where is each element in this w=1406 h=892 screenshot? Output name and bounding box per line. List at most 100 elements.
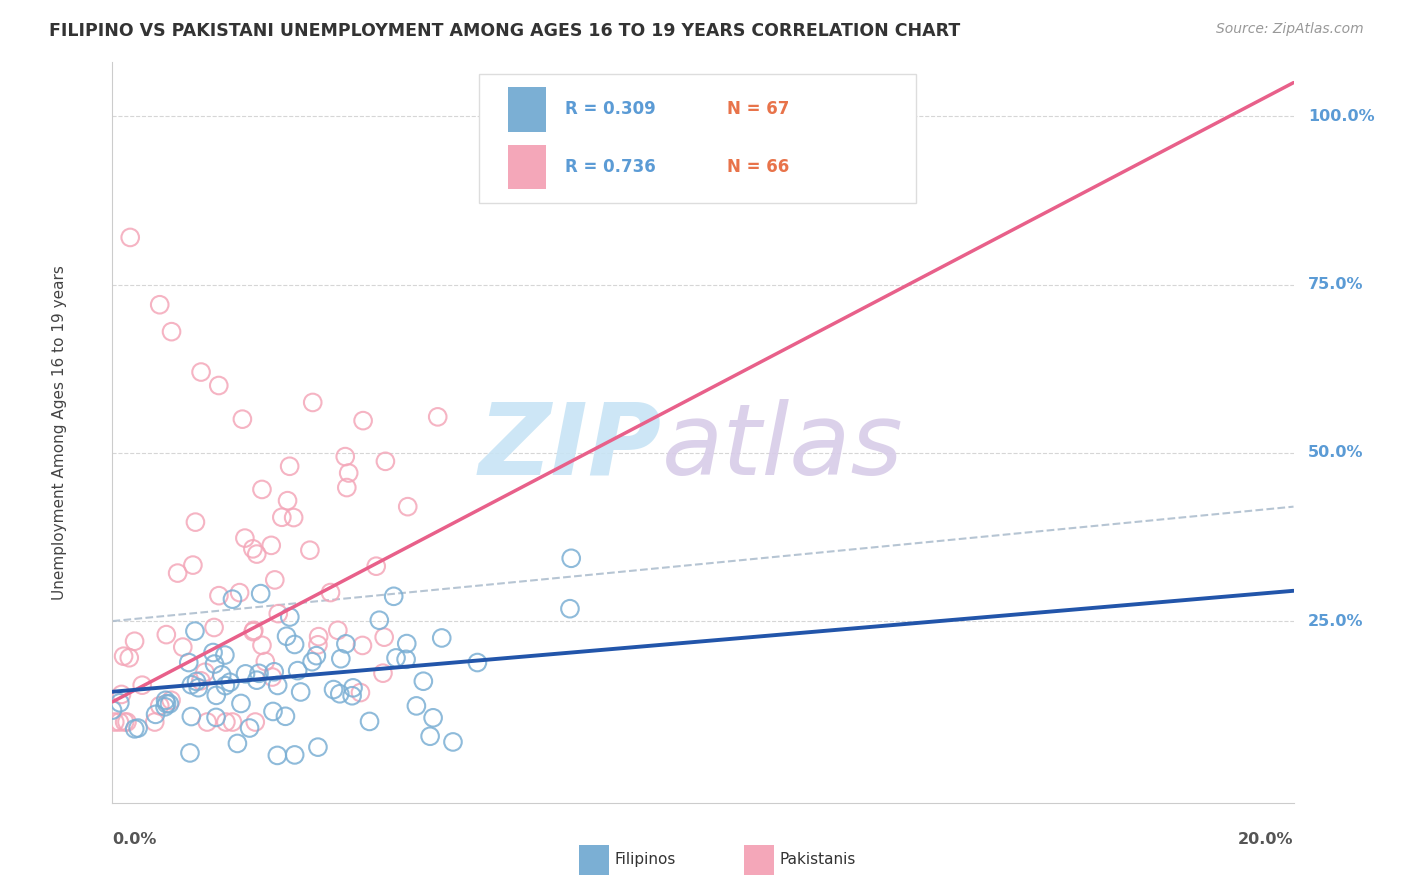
Point — [155, 697, 177, 711]
Point — [337, 466, 360, 480]
FancyBboxPatch shape — [478, 73, 915, 203]
Point — [284, 747, 307, 762]
Point — [250, 638, 273, 652]
Point — [426, 409, 449, 424]
FancyBboxPatch shape — [744, 845, 773, 875]
Text: ZIP: ZIP — [478, 399, 662, 496]
Point — [274, 709, 297, 723]
Point — [395, 636, 418, 650]
Point — [558, 601, 581, 615]
Point — [301, 655, 323, 669]
Point — [233, 531, 256, 545]
Point — [160, 325, 183, 339]
Point — [221, 592, 243, 607]
Point — [266, 678, 288, 692]
Point — [202, 620, 225, 634]
Point — [187, 681, 209, 695]
Text: N = 66: N = 66 — [727, 158, 789, 176]
Point — [180, 678, 202, 692]
Point — [219, 675, 242, 690]
Point — [186, 674, 208, 689]
Point — [180, 709, 202, 723]
Point — [329, 652, 352, 666]
Text: 25.0%: 25.0% — [1308, 614, 1364, 629]
Point — [560, 551, 582, 566]
Point — [228, 585, 250, 599]
Point — [263, 665, 285, 679]
Point — [260, 538, 283, 552]
Point — [114, 714, 136, 729]
Point — [287, 664, 309, 678]
Point — [284, 638, 307, 652]
Point — [340, 689, 363, 703]
Point — [155, 693, 177, 707]
Point — [214, 648, 236, 662]
Point — [266, 748, 288, 763]
FancyBboxPatch shape — [508, 145, 546, 189]
Text: R = 0.309: R = 0.309 — [565, 101, 655, 119]
Point — [335, 450, 357, 464]
Point — [267, 607, 290, 621]
Point — [283, 510, 305, 524]
Text: FILIPINO VS PAKISTANI UNEMPLOYMENT AMONG AGES 16 TO 19 YEARS CORRELATION CHART: FILIPINO VS PAKISTANI UNEMPLOYMENT AMONG… — [49, 22, 960, 40]
Point — [276, 629, 298, 643]
Point — [290, 685, 312, 699]
Point — [194, 665, 217, 680]
Point — [108, 714, 131, 729]
Point — [352, 639, 374, 653]
Point — [166, 566, 188, 580]
Point — [441, 735, 464, 749]
Point — [278, 459, 301, 474]
Point — [412, 674, 434, 689]
Point — [298, 543, 321, 558]
Point — [385, 651, 408, 665]
Point — [352, 414, 374, 428]
Point — [359, 714, 381, 729]
Point — [242, 541, 264, 556]
Point — [335, 637, 357, 651]
Point — [278, 610, 301, 624]
Point — [231, 412, 253, 426]
Point — [262, 705, 284, 719]
Point — [422, 711, 444, 725]
Point — [221, 714, 243, 729]
Point — [124, 722, 146, 736]
Text: Filipinos: Filipinos — [614, 853, 676, 867]
Text: 20.0%: 20.0% — [1239, 832, 1294, 847]
Point — [215, 714, 238, 729]
Point — [319, 585, 342, 599]
Point — [326, 624, 349, 638]
Text: N = 67: N = 67 — [727, 101, 789, 119]
Point — [177, 656, 200, 670]
Point — [382, 590, 405, 604]
Point — [430, 631, 453, 645]
Point — [235, 666, 257, 681]
Point — [307, 740, 329, 755]
Point — [143, 714, 166, 729]
Point — [202, 646, 225, 660]
Point — [246, 547, 269, 561]
Point — [374, 454, 396, 468]
Point — [229, 697, 252, 711]
Point — [104, 714, 127, 729]
Point — [149, 298, 172, 312]
Point — [108, 696, 131, 710]
Point — [247, 666, 270, 681]
Text: 100.0%: 100.0% — [1308, 109, 1374, 124]
Point — [242, 624, 264, 639]
Text: 75.0%: 75.0% — [1308, 277, 1364, 292]
Point — [120, 230, 142, 244]
Point — [419, 729, 441, 743]
Text: Pakistanis: Pakistanis — [780, 853, 856, 867]
Point — [172, 640, 194, 654]
Point — [124, 634, 146, 648]
Point — [214, 679, 236, 693]
Point — [211, 668, 233, 682]
Point — [305, 648, 328, 663]
Point — [112, 649, 135, 664]
Point — [226, 736, 249, 750]
Text: Source: ZipAtlas.com: Source: ZipAtlas.com — [1216, 22, 1364, 37]
Point — [249, 586, 271, 600]
Point — [329, 687, 352, 701]
Point — [308, 630, 330, 644]
